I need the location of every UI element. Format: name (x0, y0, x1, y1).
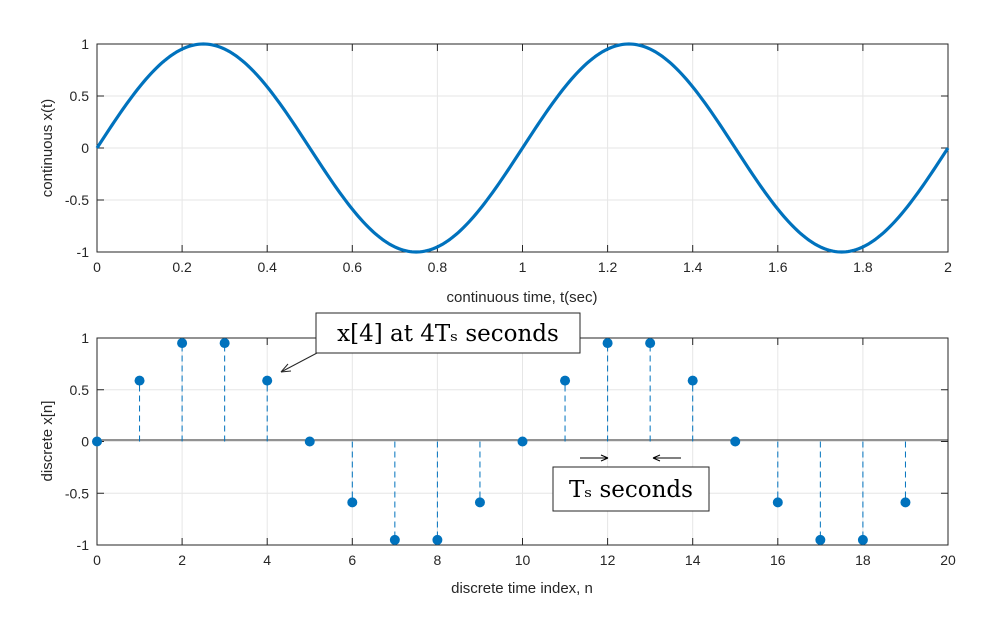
x-tick-label: 0.6 (343, 259, 363, 275)
sine-curve (95, 42, 950, 254)
ts-left-arrow-icon (600, 454, 609, 462)
annotation-ts-label: Tₛ seconds (569, 477, 693, 503)
stem-lines (139, 343, 906, 540)
annotation-x4-arrow-line (280, 352, 318, 373)
x-tick-label: 1.2 (598, 259, 618, 275)
x-tick-label: 1.8 (853, 259, 873, 275)
arrow-head-icon (280, 363, 292, 373)
top-x-tick-labels: 0 0.2 0.4 0.6 0.8 1 1.2 1.4 1.6 1.8 2 (93, 259, 952, 275)
x-tick-label: 1.4 (683, 259, 703, 275)
stem-marker (645, 338, 656, 349)
continuous-signal-plot: 0 0.2 0.4 0.6 0.8 1 1.2 1.4 1.6 1.8 2 -1-0.500.51 … (39, 36, 952, 306)
stem-marker (347, 497, 358, 508)
x-tick-label: 16 (770, 552, 786, 568)
stem-marker (219, 338, 230, 349)
x-tick-label: 8 (434, 552, 442, 568)
y-tick-label: -0.5 (65, 192, 89, 208)
annotation-x4-box (315, 312, 581, 354)
bottom-x-tick-labels: 0 2 4 6 8 10 12 14 16 18 20 (93, 552, 956, 568)
x-tick-label: 0 (93, 552, 101, 568)
stem-marker (815, 534, 826, 545)
y-tick-label: 1 (81, 36, 89, 52)
x-tick-label: 2 (944, 259, 952, 275)
stem-marker (432, 534, 443, 545)
y-tick-label: 0.5 (70, 382, 90, 398)
y-tick-label: 1 (81, 330, 89, 346)
top-x-axis-label: continuous time, t(sec) (447, 289, 598, 306)
y-tick-label: -1 (77, 537, 90, 553)
y-tick-label: -1 (77, 244, 90, 260)
bottom-y-tick-labels: -1 -0.5 0 0.5 1 (65, 330, 89, 553)
annotation-ts: Tₛ seconds (552, 454, 710, 512)
stem-marker (687, 375, 698, 386)
x-tick-label: 4 (263, 552, 271, 568)
x-tick-label: 0.4 (257, 259, 277, 275)
x-tick-label: 2 (178, 552, 186, 568)
x-tick-label: 0 (93, 259, 101, 275)
stem-marker (304, 436, 315, 447)
y-tick-label: 0 (81, 140, 89, 156)
x-tick-label: 14 (685, 552, 701, 568)
annotation-ts-box (552, 466, 710, 512)
y-tick-label: 0.5 (70, 88, 90, 104)
top-y-axis-label: continuous x(t) (39, 99, 56, 197)
x-tick-label: 1 (519, 259, 527, 275)
stem-marker (474, 497, 485, 508)
top-y-tick-labels: -1 -0.5 0 0.5 1 (65, 36, 89, 260)
x-tick-label: 6 (348, 552, 356, 568)
stem-marker (602, 338, 613, 349)
bottom-y-axis-label: discrete x[n] (39, 401, 56, 482)
stem-marker (517, 436, 528, 447)
bottom-x-axis-label: discrete time index, n (451, 580, 593, 597)
annotation-x4-label: x[4] at 4Tₛ seconds (337, 321, 559, 347)
x-tick-label: 1.6 (768, 259, 788, 275)
x-tick-label: 20 (940, 552, 956, 568)
x-tick-label: 12 (600, 552, 616, 568)
stem-markers (92, 338, 911, 545)
y-tick-label: -0.5 (65, 485, 89, 501)
stem-marker (389, 534, 400, 545)
ts-right-arrow-icon (652, 454, 661, 462)
y-tick-label: 0 (81, 434, 89, 450)
x-tick-label: 10 (515, 552, 531, 568)
x-tick-label: 0.2 (172, 259, 192, 275)
stem-marker (857, 534, 868, 545)
stem-marker (134, 375, 145, 386)
stem-marker (262, 375, 273, 386)
stem-marker (772, 497, 783, 508)
stem-marker (900, 497, 911, 508)
stem-marker (730, 436, 741, 447)
stem-marker (177, 338, 188, 349)
discrete-signal-plot: 0 2 4 6 8 10 12 14 16 18 20 -1 -0.5 0 0.5 1 discrete t… (39, 312, 956, 597)
x-tick-label: 18 (855, 552, 871, 568)
x-tick-label: 0.8 (428, 259, 448, 275)
stem-marker (560, 375, 571, 386)
stem-marker (92, 436, 102, 447)
top-tick-marks (96, 43, 949, 253)
annotation-x4: x[4] at 4Tₛ seconds (280, 312, 581, 373)
